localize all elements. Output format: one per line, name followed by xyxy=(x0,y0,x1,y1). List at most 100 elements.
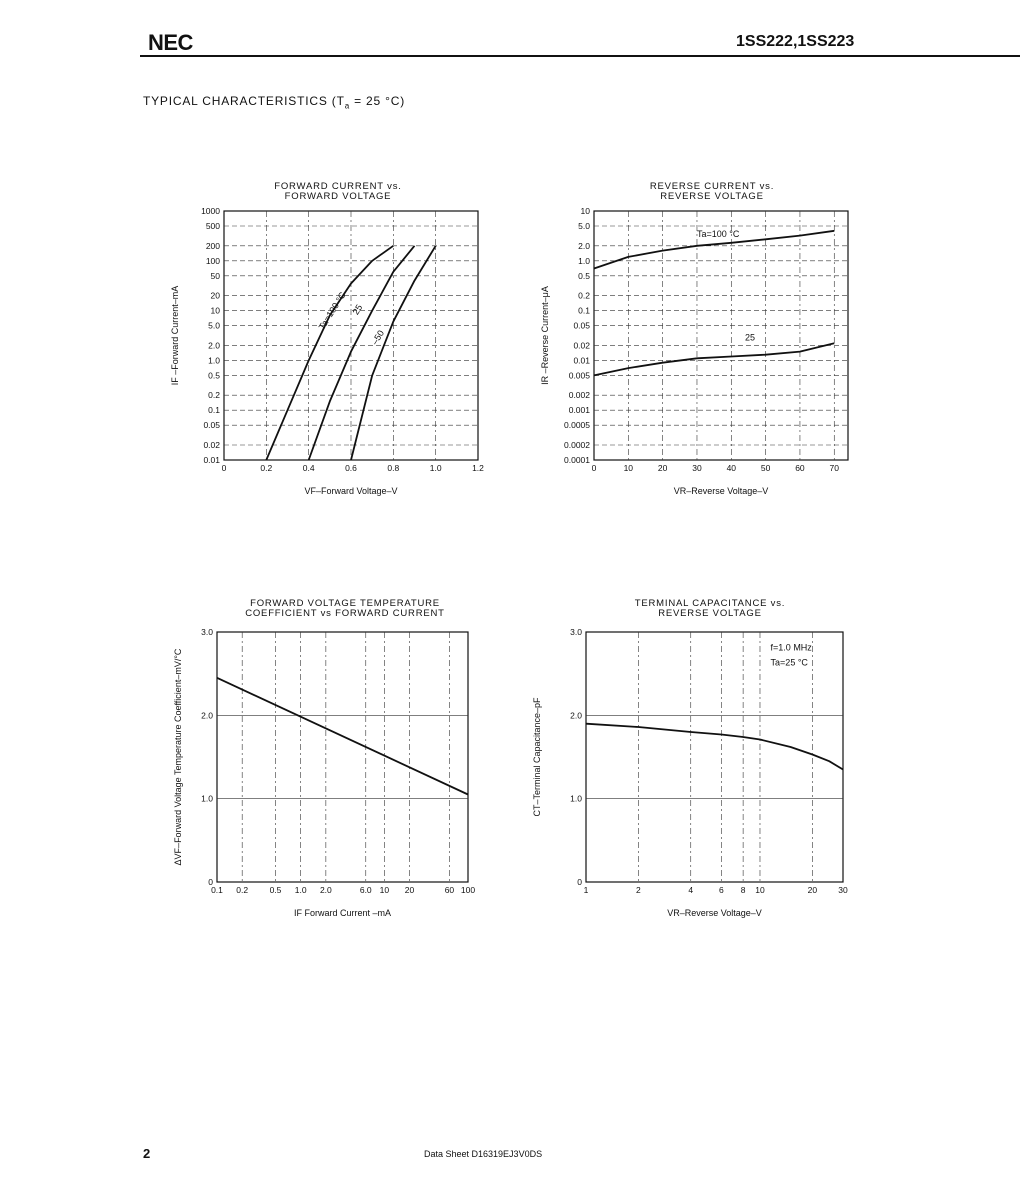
series-line xyxy=(265,245,394,461)
x-tick-label: 20 xyxy=(405,885,415,895)
x-axis-label: VR–Reverse Voltage–V xyxy=(667,908,762,918)
y-tick-label: 0.5 xyxy=(578,271,590,281)
document-id: Data Sheet D16319EJ3V0DS xyxy=(424,1149,543,1159)
y-axis-label: ΔVF–Forward Voltage Temperature Coeffici… xyxy=(173,648,183,865)
x-tick-label: 20 xyxy=(808,885,818,895)
x-tick-label: 8 xyxy=(741,885,746,895)
curve-label: Ta=100 °C xyxy=(697,229,740,239)
y-tick-label: 5.0 xyxy=(578,221,590,231)
x-tick-label: 0.4 xyxy=(303,463,315,473)
y-tick-label: 0.2 xyxy=(208,390,220,400)
y-tick-label: 0.02 xyxy=(203,440,220,450)
y-tick-label: 5.0 xyxy=(208,321,220,331)
x-tick-label: 0.6 xyxy=(345,463,357,473)
x-tick-label: 10 xyxy=(380,885,390,895)
y-tick-label: 2.0 xyxy=(201,710,213,720)
y-tick-label: 100 xyxy=(206,256,220,266)
chart-title: FORWARD CURRENT vs. xyxy=(274,181,401,192)
x-tick-label: 20 xyxy=(658,463,668,473)
nec-logo: NEC xyxy=(148,30,193,55)
chart-title: REVERSE VOLTAGE xyxy=(658,608,762,619)
x-tick-label: 1.0 xyxy=(430,463,442,473)
x-tick-label: 4 xyxy=(688,885,693,895)
y-tick-label: 0.0005 xyxy=(564,420,590,430)
y-tick-label: 1.0 xyxy=(578,256,590,266)
chart-title: COEFFICIENT vs FORWARD CURRENT xyxy=(245,608,445,619)
x-tick-label: 6 xyxy=(719,885,724,895)
y-tick-label: 0.001 xyxy=(569,405,591,415)
x-tick-label: 50 xyxy=(761,463,771,473)
y-tick-label: 10 xyxy=(581,206,591,216)
x-tick-label: 100 xyxy=(461,885,475,895)
x-tick-label: 30 xyxy=(838,885,848,895)
y-tick-label: 10 xyxy=(211,306,221,316)
y-tick-label: 3.0 xyxy=(570,627,582,637)
y-tick-label: 0.05 xyxy=(203,420,220,430)
part-number: 1SS222,1SS223 xyxy=(736,33,855,50)
x-tick-label: 0 xyxy=(222,463,227,473)
y-tick-label: 0.002 xyxy=(569,390,591,400)
y-tick-label: 1.0 xyxy=(570,794,582,804)
y-tick-label: 2.0 xyxy=(578,241,590,251)
series-line xyxy=(593,229,835,270)
x-tick-label: 60 xyxy=(795,463,805,473)
y-tick-label: 20 xyxy=(211,291,221,301)
series-line xyxy=(593,342,835,377)
section-title-sub: a xyxy=(344,101,350,111)
x-tick-label: 2.0 xyxy=(320,885,332,895)
curve-label: 25 xyxy=(351,303,365,317)
x-axis-label: IF Forward Current –mA xyxy=(294,908,391,918)
y-tick-label: 0.05 xyxy=(573,321,590,331)
chart-title: TERMINAL CAPACITANCE vs. xyxy=(635,598,785,609)
y-tick-label: 3.0 xyxy=(201,627,213,637)
condition-label: Ta=25 °C xyxy=(771,657,809,667)
y-tick-label: 200 xyxy=(206,241,220,251)
series-line xyxy=(585,722,844,771)
x-tick-label: 30 xyxy=(692,463,702,473)
x-tick-label: 70 xyxy=(830,463,840,473)
y-axis-label: IF –Forward Current–mA xyxy=(170,286,180,386)
x-tick-label: 0.5 xyxy=(270,885,282,895)
x-tick-label: 1.0 xyxy=(295,885,307,895)
y-tick-label: 500 xyxy=(206,221,220,231)
x-tick-label: 40 xyxy=(727,463,737,473)
x-tick-label: 1 xyxy=(584,885,589,895)
chart-title: REVERSE VOLTAGE xyxy=(660,191,764,202)
x-tick-label: 0.8 xyxy=(387,463,399,473)
y-tick-label: 0.5 xyxy=(208,370,220,380)
chart-title: FORWARD VOLTAGE xyxy=(285,191,392,202)
y-tick-label: 0 xyxy=(208,877,213,887)
x-tick-label: 60 xyxy=(445,885,455,895)
y-tick-label: 2.0 xyxy=(570,710,582,720)
x-tick-label: 6.0 xyxy=(360,885,372,895)
y-tick-label: 0.1 xyxy=(208,405,220,415)
y-tick-label: 0 xyxy=(577,877,582,887)
y-tick-label: 1.0 xyxy=(208,355,220,365)
y-tick-label: 0.005 xyxy=(569,370,591,380)
x-tick-label: 0 xyxy=(592,463,597,473)
x-axis-label: VR–Reverse Voltage–V xyxy=(674,486,769,496)
y-tick-label: 0.01 xyxy=(573,355,590,365)
y-tick-label: 2.0 xyxy=(208,340,220,350)
y-tick-label: 50 xyxy=(211,271,221,281)
y-tick-label: 0.0002 xyxy=(564,440,590,450)
series-line xyxy=(350,245,437,461)
page-number: 2 xyxy=(143,1146,151,1161)
header-rule xyxy=(140,55,1020,57)
chart-title: FORWARD VOLTAGE TEMPERATURE xyxy=(250,598,440,609)
y-tick-label: 0.1 xyxy=(578,306,590,316)
curve-label: 25 xyxy=(745,333,755,343)
y-tick-label: 0.02 xyxy=(573,340,590,350)
x-tick-label: 2 xyxy=(636,885,641,895)
x-tick-label: 0.1 xyxy=(211,885,223,895)
x-tick-label: 0.2 xyxy=(260,463,272,473)
condition-label: f=1.0 MHz xyxy=(771,642,813,652)
chart-title: REVERSE CURRENT vs. xyxy=(650,181,774,192)
plot-frame xyxy=(216,631,469,883)
x-tick-label: 1.2 xyxy=(472,463,484,473)
y-axis-label: CT–Terminal Capacitance–pF xyxy=(532,697,542,817)
x-tick-label: 10 xyxy=(624,463,634,473)
